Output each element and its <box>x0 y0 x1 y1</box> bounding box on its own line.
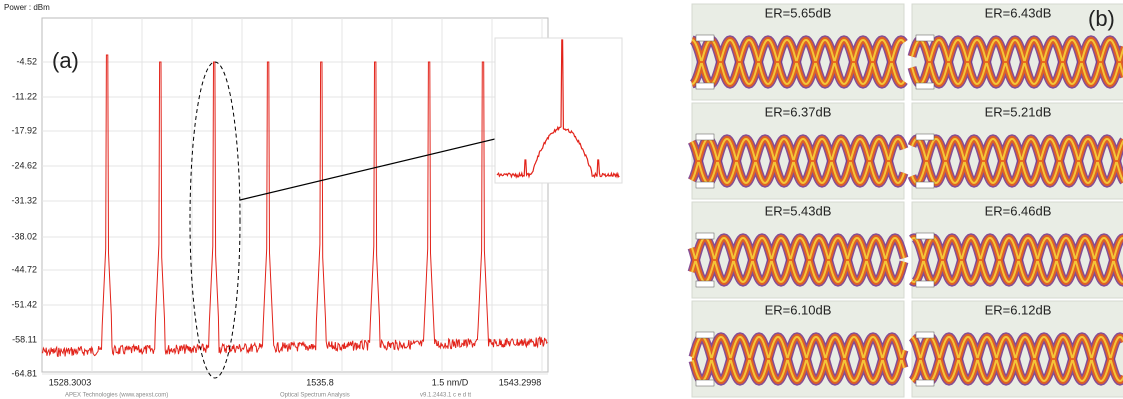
footer: Optical Spectrum Analysis <box>280 393 350 399</box>
eye-trace <box>691 260 905 284</box>
eye-cell: ER=6.46dB <box>909 201 1123 299</box>
eye-cell: ER=5.21dB <box>907 102 1123 200</box>
level-marker <box>695 181 715 189</box>
er-label: ER=6.37dB <box>765 104 832 119</box>
footer: v9.1.2443.1 c e d tt <box>420 393 471 399</box>
er-label: ER=5.21dB <box>985 104 1052 119</box>
eye-trace <box>911 38 1123 62</box>
level-marker <box>695 34 715 42</box>
eye-trace <box>691 161 905 185</box>
eye-diagrams: ER=5.65dB ER=6.43dB ER=6.37dB ER=5.21dB ER=5… <box>687 3 1123 398</box>
level-marker <box>915 82 935 90</box>
eye-cell: ER=6.43dB <box>907 3 1123 101</box>
y-tick-label: -51.42 <box>11 299 37 309</box>
level-marker <box>695 280 715 288</box>
eye-trace <box>911 335 1123 359</box>
x-tick-label: 1535.8 <box>306 377 334 387</box>
level-marker <box>915 34 935 42</box>
eye-cell: ER=5.43dB <box>687 201 909 299</box>
eye-cell: ER=5.65dB <box>690 3 908 101</box>
eye-trace <box>691 62 905 86</box>
y-tick-label: -31.32 <box>11 195 37 205</box>
er-label: ER=5.65dB <box>765 5 832 20</box>
y-ticks: -4.52 -11.22 -17.92 -24.62 -31.32 -38.02 -44.7… <box>11 56 37 378</box>
panel-label: (b) <box>1088 6 1115 31</box>
er-label: ER=6.10dB <box>765 302 832 317</box>
y-tick-label: -38.02 <box>11 231 37 241</box>
eye-trace <box>911 236 1123 260</box>
y-axis-label: Power : dBm <box>4 3 50 12</box>
eye-trace <box>911 359 1123 383</box>
highlight-ellipse <box>189 61 241 379</box>
plot-frame <box>41 17 549 373</box>
level-marker <box>695 331 715 339</box>
spectrum-line <box>41 54 548 358</box>
level-marker <box>915 133 935 141</box>
level-marker <box>695 133 715 141</box>
eye-trace <box>692 359 905 383</box>
x-tick-label: 1543.2998 <box>499 377 542 387</box>
eye-trace <box>691 236 905 260</box>
level-marker <box>915 232 935 240</box>
eye-cell: ER=6.10dB <box>688 300 909 398</box>
er-label: ER=6.12dB <box>985 302 1052 317</box>
footer: APEX Technologies (www.apexst.com) <box>65 393 168 399</box>
y-tick-label: -4.52 <box>16 56 37 66</box>
eye-trace <box>911 137 1123 161</box>
x-tick-label: 1528.3003 <box>49 377 92 387</box>
eye-cell: ER=6.12dB <box>909 300 1123 398</box>
er-label: ER=5.43dB <box>765 203 832 218</box>
level-marker <box>915 181 935 189</box>
eye-trace <box>911 260 1123 284</box>
inset <box>494 37 623 184</box>
grid <box>42 18 548 375</box>
level-marker <box>915 379 935 387</box>
eye-trace <box>911 161 1123 185</box>
eye-trace <box>911 62 1123 86</box>
arrow <box>239 132 521 201</box>
y-tick-label: -64.81 <box>11 368 37 378</box>
level-marker <box>695 232 715 240</box>
x-tick-label: 1.5 nm/D <box>432 377 469 387</box>
level-marker <box>695 379 715 387</box>
eye-trace <box>692 335 905 359</box>
eye-cell: ER=6.37dB <box>687 102 909 200</box>
panel-label: (a) <box>52 48 79 73</box>
inset-line <box>496 39 620 179</box>
inset-trace <box>496 39 620 179</box>
eye-trace <box>691 38 905 62</box>
eye-trace <box>691 137 905 161</box>
level-marker <box>915 331 935 339</box>
y-tick-label: -44.72 <box>11 264 37 274</box>
spectrum <box>41 54 548 358</box>
y-tick-label: -17.92 <box>11 125 37 135</box>
y-tick-label: -58.11 <box>12 334 37 344</box>
level-marker <box>695 82 715 90</box>
er-label: ER=6.46dB <box>985 203 1052 218</box>
y-tick-label: -11.22 <box>12 91 37 101</box>
level-marker <box>915 280 935 288</box>
er-label: ER=6.43dB <box>985 5 1052 20</box>
y-tick-label: -24.62 <box>11 160 37 170</box>
